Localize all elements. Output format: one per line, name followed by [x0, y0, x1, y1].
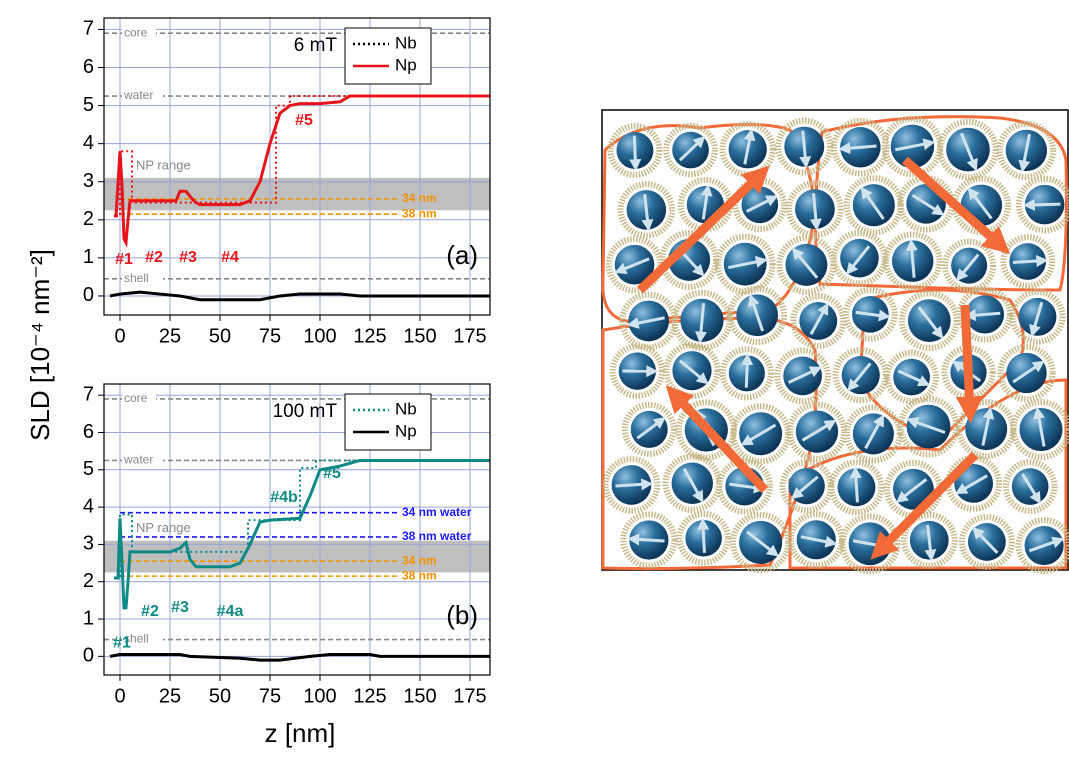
annotation: #1	[115, 251, 133, 268]
y-tick-label: 7	[83, 18, 94, 40]
x-tick-label: 125	[353, 685, 386, 707]
annotation: #2	[145, 249, 163, 266]
x-tick-label: 25	[159, 325, 181, 347]
band-label: NP range	[136, 157, 191, 172]
band-label: NP range	[136, 520, 191, 535]
y-tick-label: 2	[83, 570, 94, 592]
legend-label: Np	[395, 55, 417, 74]
y-tick-label: 7	[83, 383, 94, 405]
x-tick-label: 150	[403, 685, 436, 707]
panel-label: (a)	[446, 240, 478, 270]
panel-label: (b)	[446, 600, 478, 630]
series-line	[110, 654, 490, 660]
legend-box	[345, 394, 431, 450]
annotation: #4a	[217, 603, 244, 620]
legend-label: Nb	[395, 33, 417, 52]
moment-arrow	[855, 472, 857, 502]
reference-label: 38 nm water	[402, 529, 472, 543]
moment-arrow	[746, 359, 747, 388]
y-tick-label: 1	[83, 607, 94, 629]
field-label: 6 mT	[294, 35, 338, 56]
reference-label: water	[123, 453, 153, 467]
moment-arrow	[616, 484, 648, 486]
reference-label: 34 nm	[402, 553, 437, 567]
x-tick-label: 0	[114, 685, 125, 707]
legend-box	[345, 28, 431, 84]
legend-label: Np	[395, 421, 417, 440]
x-tick-label: 125	[353, 325, 386, 347]
illustration	[602, 110, 1069, 571]
reference-label: core	[124, 25, 148, 39]
annotation: #3	[179, 249, 197, 266]
y-tick-label: 4	[83, 495, 94, 517]
moment-arrow	[634, 136, 635, 166]
moment-arrow	[633, 539, 664, 541]
y-tick-label: 2	[83, 208, 94, 230]
annotation: #5	[295, 112, 313, 129]
annotation: #4	[221, 249, 239, 266]
x-tick-label: 25	[159, 685, 181, 707]
annotation: #1	[113, 635, 131, 652]
reference-label: 38 nm	[402, 568, 437, 582]
y-tick-label: 6	[83, 56, 94, 78]
y-tick-label: 4	[83, 132, 94, 154]
moment-arrow	[703, 524, 705, 553]
reference-label: 34 nm	[402, 191, 437, 205]
x-tick-label: 100	[303, 325, 336, 347]
x-tick-label: 75	[259, 325, 281, 347]
y-tick-label: 3	[83, 533, 94, 555]
x-axis-label: z [nm]	[265, 718, 336, 748]
y-tick-label: 3	[83, 170, 94, 192]
y-tick-label: 6	[83, 421, 94, 443]
field-label: 100 mT	[273, 401, 338, 422]
x-tick-label: 0	[114, 325, 125, 347]
moment-arrow	[1029, 204, 1061, 205]
annotation: #5	[323, 465, 341, 482]
reference-label: water	[123, 88, 153, 102]
x-tick-label: 50	[209, 685, 231, 707]
annotation: #3	[171, 599, 189, 616]
y-tick-label: 0	[83, 645, 94, 667]
y-tick-label: 5	[83, 458, 94, 480]
y-tick-label: 0	[83, 284, 94, 306]
annotation: #2	[141, 603, 159, 620]
reference-label: core	[124, 391, 148, 405]
domain-arrow	[965, 305, 970, 410]
x-tick-label: 175	[453, 685, 486, 707]
legend-label: Nb	[395, 399, 417, 418]
annotation: #4b	[270, 489, 298, 506]
y-tick-label: 5	[83, 94, 94, 116]
y-tick-label: 1	[83, 246, 94, 268]
y-axis-label: SLD [10⁻⁴ nm⁻²]	[25, 249, 55, 441]
x-tick-label: 150	[403, 325, 436, 347]
moment-arrow	[1013, 261, 1042, 263]
reference-label: 34 nm water	[402, 505, 472, 519]
x-tick-label: 75	[259, 685, 281, 707]
x-tick-label: 50	[209, 325, 231, 347]
reference-label: shell	[124, 271, 149, 285]
reference-label: 38 nm	[402, 206, 437, 220]
x-tick-label: 175	[453, 325, 486, 347]
x-tick-label: 100	[303, 685, 336, 707]
